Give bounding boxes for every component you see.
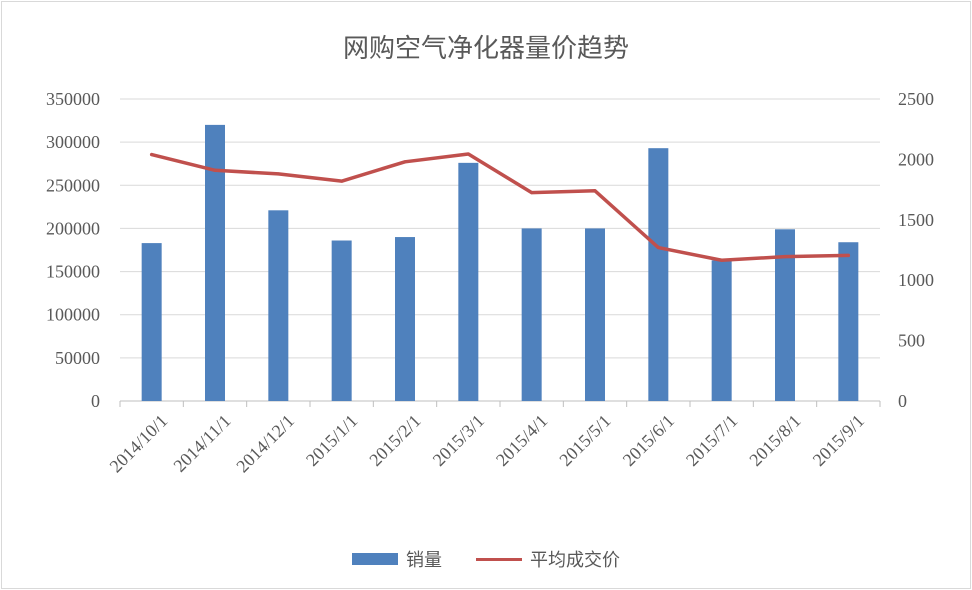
x-tick-label: 2015/9/1 bbox=[809, 411, 868, 470]
bar-sales bbox=[711, 260, 732, 401]
point-avg-price bbox=[783, 255, 787, 259]
legend-item-sales: 销量 bbox=[352, 546, 442, 572]
x-tick-label: 2015/4/1 bbox=[492, 411, 551, 470]
legend-label-sales: 销量 bbox=[406, 550, 442, 571]
point-avg-price bbox=[403, 160, 407, 164]
y-right-tick-label: 1000 bbox=[898, 270, 934, 290]
bar-sales bbox=[521, 228, 542, 401]
legend-swatch-avg-price bbox=[476, 557, 522, 561]
chart-title: 网购空气净化器量价趋势 bbox=[342, 34, 629, 64]
x-tick-label: 2015/1/1 bbox=[302, 411, 361, 470]
x-tick-label: 2015/5/1 bbox=[555, 411, 614, 470]
y-left-tick-label: 150000 bbox=[46, 262, 100, 282]
point-avg-price bbox=[846, 253, 850, 257]
bar-sales bbox=[141, 243, 162, 401]
bar-sales bbox=[268, 210, 289, 401]
legend-label-avg-price: 平均成交价 bbox=[530, 550, 620, 571]
bar-sales bbox=[395, 237, 415, 401]
x-tick-label: 2015/2/1 bbox=[365, 411, 424, 470]
y-left-tick-label: 250000 bbox=[46, 175, 100, 195]
line-avg-price bbox=[149, 152, 851, 263]
bar-sales bbox=[331, 240, 352, 401]
bar-sales bbox=[775, 229, 795, 401]
point-avg-price bbox=[466, 152, 470, 156]
x-tick-label: 2015/6/1 bbox=[619, 411, 678, 470]
x-tick-label: 2015/8/1 bbox=[745, 411, 804, 470]
bar-sales bbox=[838, 242, 859, 401]
x-tick-label: 2014/11/1 bbox=[169, 411, 234, 476]
x-tick-label: 2015/7/1 bbox=[682, 411, 741, 470]
y-right-tick-label: 1500 bbox=[898, 210, 934, 230]
point-avg-price bbox=[213, 168, 217, 172]
y-right-tick-label: 0 bbox=[898, 391, 907, 411]
point-avg-price bbox=[530, 191, 534, 195]
point-avg-price bbox=[150, 153, 154, 157]
point-avg-price bbox=[720, 258, 724, 262]
y-left-tick-label: 200000 bbox=[46, 218, 100, 238]
bar-sales bbox=[205, 124, 225, 401]
legend-item-avg-price: 平均成交价 bbox=[476, 546, 620, 572]
y-left-tick-label: 100000 bbox=[46, 305, 100, 325]
x-tick-label: 2014/12/1 bbox=[232, 411, 298, 477]
bar-sales bbox=[585, 228, 605, 401]
bar-sales bbox=[648, 148, 669, 401]
y-left-tick-label: 350000 bbox=[46, 89, 100, 109]
x-tick-label: 2015/3/1 bbox=[429, 411, 488, 470]
point-avg-price bbox=[276, 172, 280, 176]
point-avg-price bbox=[340, 179, 344, 183]
y-left-tick-label: 300000 bbox=[46, 132, 100, 152]
point-avg-price bbox=[593, 189, 597, 193]
x-tick-label: 2014/10/1 bbox=[106, 411, 172, 477]
chart-legend: 销量 平均成交价 bbox=[2, 546, 970, 572]
y-right-tick-label: 2500 bbox=[898, 89, 934, 109]
legend-swatch-sales bbox=[352, 553, 398, 565]
bar-sales bbox=[458, 162, 479, 401]
y-left-tick-label: 50000 bbox=[55, 348, 100, 368]
point-avg-price bbox=[656, 246, 660, 250]
y-left-tick-label: 0 bbox=[91, 391, 100, 411]
y-right-tick-label: 500 bbox=[898, 331, 925, 351]
y-right-tick-label: 2000 bbox=[898, 149, 934, 169]
